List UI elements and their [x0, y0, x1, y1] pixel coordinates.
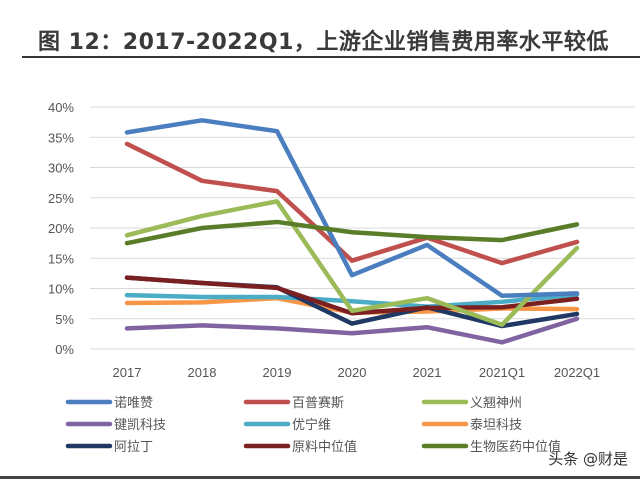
chart-title: 图 12：2017-2022Q1，上游企业销售费用率水平较低 [38, 30, 609, 55]
legend-label: 百普赛斯 [292, 395, 344, 411]
watermark: 头条 @财是 [548, 450, 628, 468]
y-tick-label: 0% [55, 342, 74, 357]
title-divider [22, 56, 640, 58]
series-line-8 [124, 275, 580, 316]
x-tick-label: 2018 [188, 365, 217, 380]
bottom-divider [0, 476, 640, 479]
x-tick-label: 2017 [113, 365, 142, 380]
x-tick-label: 2021 [413, 365, 442, 380]
y-tick-label: 15% [48, 251, 74, 266]
x-tick-label: 2020 [338, 365, 367, 380]
series-line-9 [124, 219, 580, 246]
series-line-4 [124, 316, 580, 345]
series-line-1 [124, 118, 580, 299]
x-tick-label: 2021Q1 [479, 365, 525, 380]
y-tick-label: 30% [48, 161, 74, 176]
series-line-3 [124, 199, 580, 328]
series-line-2 [124, 141, 580, 266]
y-tick-label: 25% [48, 191, 74, 206]
legend-label: 泰坦科技 [470, 418, 522, 433]
y-tick-label: 5% [55, 312, 74, 327]
x-tick-label: 2019 [263, 365, 292, 380]
y-tick-label: 40% [48, 100, 74, 115]
x-tick-label: 2022Q1 [554, 365, 600, 380]
series-line-5 [124, 292, 580, 309]
legend-label: 生物医药中位值 [470, 439, 561, 455]
y-tick-label: 10% [48, 282, 74, 297]
legend-label: 原料中位值 [292, 439, 357, 455]
legend-label: 义翘神州 [470, 396, 522, 411]
legend-label: 优宁维 [292, 417, 331, 433]
legend-label: 键凯科技 [114, 418, 166, 433]
legend-label: 阿拉丁 [114, 440, 153, 455]
y-tick-label: 35% [48, 130, 74, 145]
y-tick-label: 20% [48, 221, 74, 236]
legend-label: 诺唯赞 [114, 396, 153, 411]
